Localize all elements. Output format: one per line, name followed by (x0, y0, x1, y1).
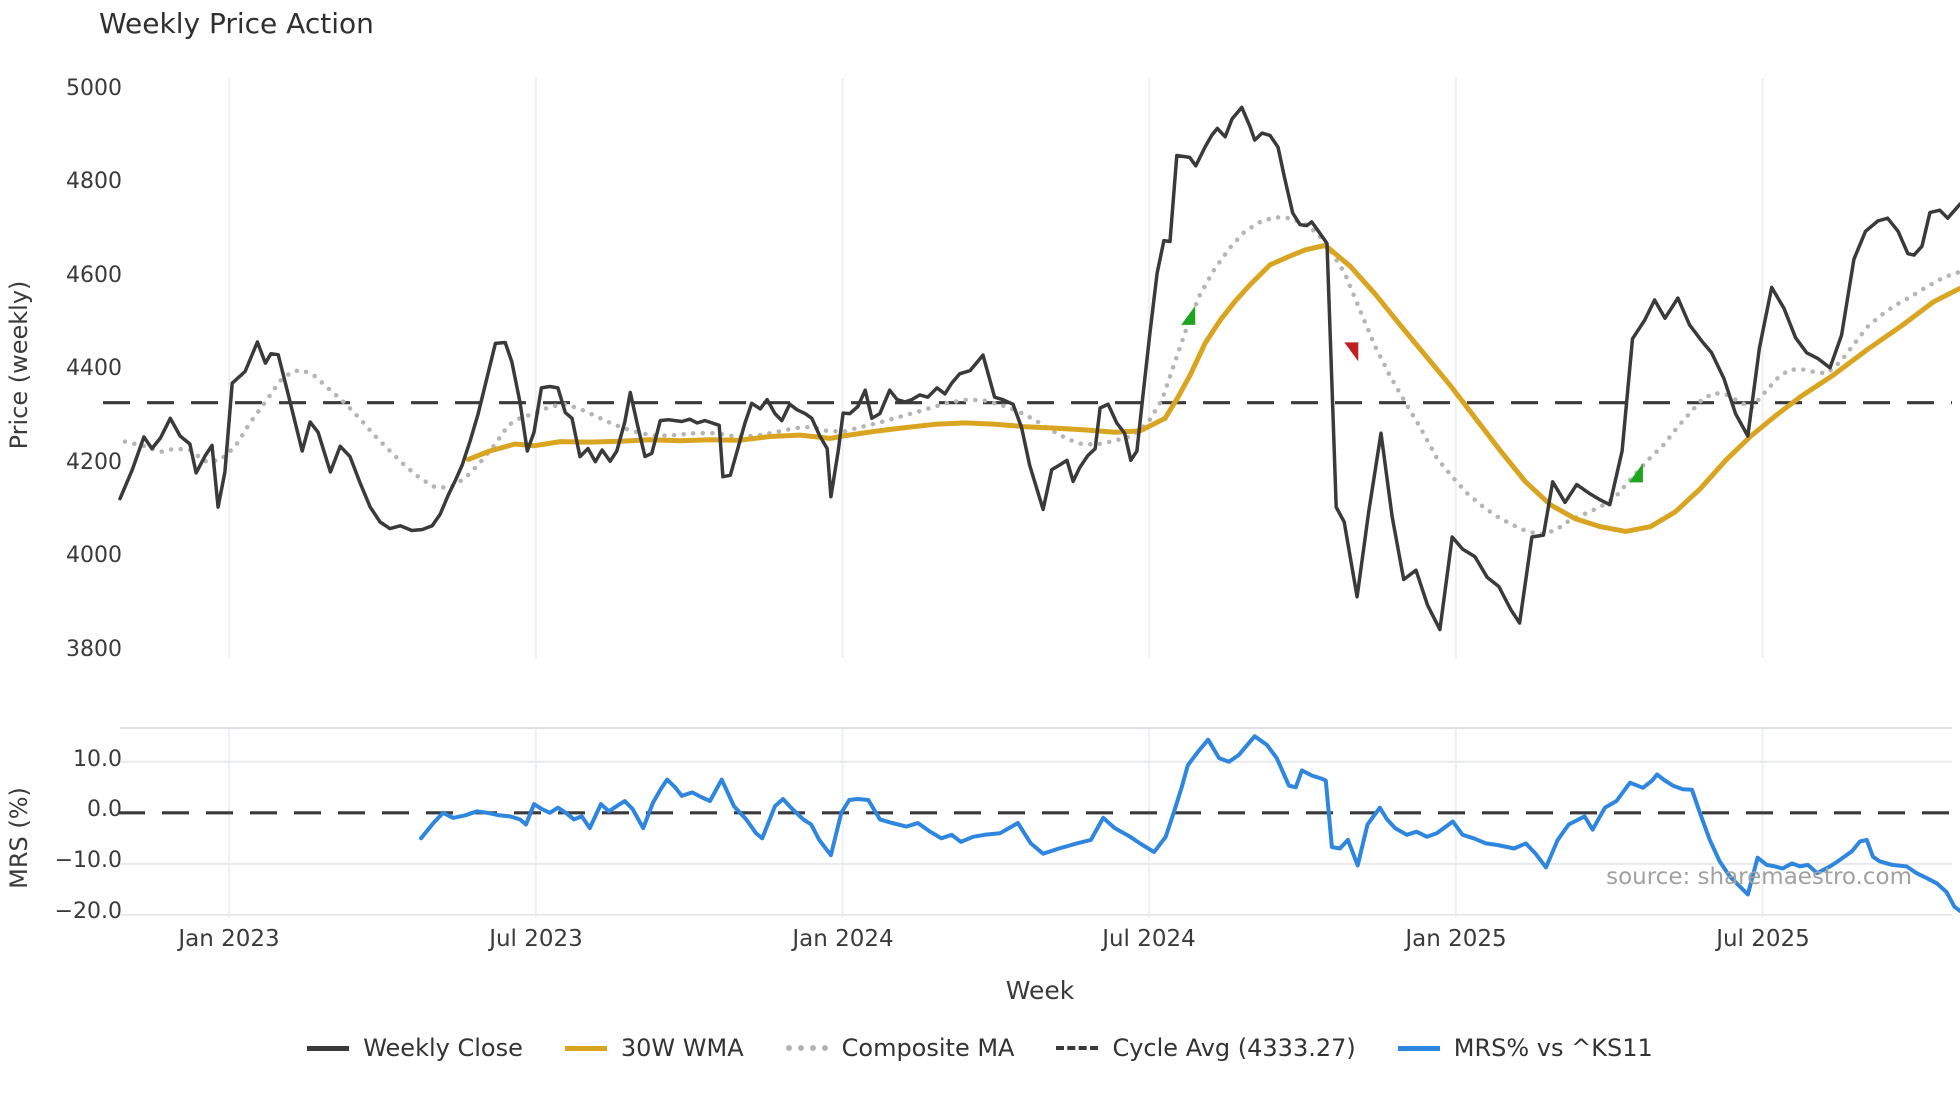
x-tick-jan-2025: Jan 2025 (1405, 926, 1507, 952)
x-tick-jul-2025: Jul 2025 (1716, 926, 1810, 952)
legend-item-weekly-close: Weekly Close (307, 1034, 523, 1062)
legend-label: Composite MA (841, 1034, 1015, 1062)
legend-label: MRS% vs ^KS11 (1453, 1034, 1653, 1062)
mrs-tick-10: 10.0 (73, 747, 122, 772)
price-tick-4200: 4200 (66, 450, 122, 475)
price-tick-5000: 5000 (66, 76, 122, 101)
legend-item-composite: Composite MA (785, 1034, 1015, 1062)
mrs-tick-n10: −10.0 (54, 848, 122, 873)
price-tick-3800: 3800 (66, 637, 122, 662)
mrs-tick-n20: −20.0 (54, 899, 122, 924)
mrs-line-swatch (1397, 1045, 1440, 1051)
page-title: Weekly Price Action (99, 7, 374, 40)
x-tick-jul-2024: Jul 2024 (1102, 926, 1196, 952)
mrs-tick-0: 0.0 (87, 797, 122, 822)
mrs-axis-label: MRS (%) (5, 787, 33, 889)
x-axis-label: Week (1005, 976, 1075, 1005)
price-tick-4800: 4800 (66, 169, 122, 194)
legend: Weekly Close 30W WMA Composite MA Cycle … (0, 1034, 1960, 1062)
legend-label: Cycle Avg (4333.27) (1112, 1034, 1356, 1062)
legend-label: Weekly Close (363, 1034, 523, 1062)
x-tick-jul-2023: Jul 2023 (489, 926, 583, 952)
price-tick-4600: 4600 (66, 263, 122, 288)
price-tick-4400: 4400 (66, 356, 122, 381)
price-axis-label: Price (weekly) (5, 280, 33, 450)
price-tick-4000: 4000 (66, 543, 122, 568)
source-watermark: source: sharemaestro.com (1606, 864, 1912, 890)
legend-item-mrs: MRS% vs ^KS11 (1397, 1034, 1653, 1062)
x-tick-jan-2023: Jan 2023 (178, 926, 280, 952)
composite-dotted-swatch (785, 1045, 828, 1051)
legend-item-cycle-avg: Cycle Avg (4333.27) (1056, 1034, 1356, 1062)
wma-line-swatch (564, 1045, 607, 1051)
x-tick-jan-2024: Jan 2024 (792, 926, 894, 952)
weekly-close-line-swatch (307, 1045, 350, 1051)
cycle-avg-dashed-swatch (1056, 1046, 1099, 1050)
legend-item-wma: 30W WMA (564, 1034, 744, 1062)
legend-label: 30W WMA (620, 1034, 744, 1062)
